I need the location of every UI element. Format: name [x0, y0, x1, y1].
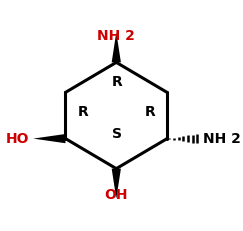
Text: S: S: [113, 127, 122, 141]
Text: OH: OH: [104, 188, 128, 202]
Text: R: R: [78, 105, 88, 119]
Polygon shape: [112, 169, 121, 199]
Text: NH 2: NH 2: [203, 132, 241, 146]
Text: R: R: [112, 75, 123, 89]
Text: NH 2: NH 2: [97, 29, 135, 43]
Text: R: R: [144, 105, 155, 119]
Polygon shape: [112, 32, 121, 62]
Polygon shape: [33, 134, 65, 143]
Text: HO: HO: [6, 132, 30, 146]
